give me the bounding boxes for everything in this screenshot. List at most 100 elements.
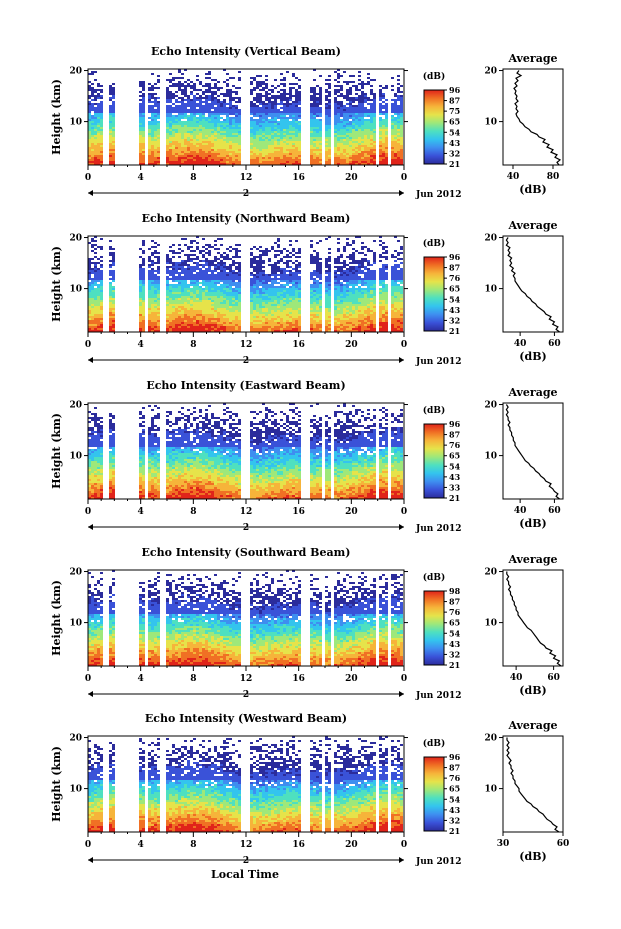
heatmap-cell bbox=[196, 314, 199, 316]
heatmap-cell bbox=[199, 107, 202, 109]
heatmap-cell bbox=[232, 324, 235, 326]
heatmap-cell bbox=[181, 262, 184, 264]
heatmap-cell bbox=[166, 268, 169, 270]
heatmap-cell bbox=[277, 115, 280, 117]
heatmap-cell bbox=[370, 139, 373, 141]
heatmap-cell bbox=[178, 159, 181, 161]
heatmap-cell bbox=[340, 109, 343, 111]
heatmap-cell bbox=[157, 316, 160, 318]
heatmap-cell bbox=[334, 151, 337, 153]
heatmap-cell bbox=[370, 135, 373, 137]
heatmap-cell bbox=[220, 137, 223, 139]
heatmap-cell bbox=[256, 304, 259, 306]
heatmap-cell bbox=[142, 133, 145, 135]
heatmap-cell bbox=[250, 133, 253, 135]
heatmap-cell bbox=[349, 99, 352, 101]
heatmap-cell bbox=[139, 125, 142, 127]
heatmap-cell bbox=[109, 113, 112, 115]
heatmap-cell bbox=[319, 135, 322, 137]
heatmap-cell bbox=[184, 326, 187, 328]
heatmap-cell bbox=[202, 270, 205, 272]
heatmap-cell bbox=[262, 294, 265, 296]
heatmap-cell bbox=[172, 127, 175, 129]
heatmap-cell bbox=[220, 274, 223, 276]
heatmap-cell bbox=[148, 101, 151, 103]
heatmap-cell bbox=[262, 157, 265, 159]
heatmap-cell bbox=[193, 141, 196, 143]
heatmap-cell bbox=[394, 149, 397, 151]
heatmap-cell bbox=[190, 242, 193, 244]
heatmap-cell bbox=[226, 123, 229, 125]
heatmap-cell bbox=[373, 141, 376, 143]
heatmap-cell bbox=[280, 252, 283, 254]
heatmap-cell bbox=[259, 270, 262, 272]
heatmap-cell bbox=[361, 97, 364, 99]
heatmap-cell bbox=[205, 326, 208, 328]
heatmap-cell bbox=[232, 157, 235, 159]
heatmap-cell bbox=[265, 91, 268, 93]
heatmap-cell bbox=[277, 145, 280, 147]
heatmap-cell bbox=[214, 304, 217, 306]
heatmap-cell bbox=[109, 93, 112, 95]
heatmap-cell bbox=[232, 270, 235, 272]
heatmap-cell bbox=[100, 314, 103, 316]
heatmap-cell bbox=[223, 268, 226, 270]
heatmap-cell bbox=[88, 81, 91, 83]
heatmap-cell bbox=[100, 111, 103, 113]
heatmap-cell bbox=[184, 133, 187, 135]
heatmap-cell bbox=[202, 101, 205, 103]
heatmap-cell bbox=[175, 290, 178, 292]
heatmap-cell bbox=[100, 85, 103, 87]
heatmap-cell bbox=[109, 272, 112, 274]
heatmap-cell bbox=[235, 111, 238, 113]
heatmap-cell bbox=[256, 123, 259, 125]
heatmap-cell bbox=[379, 155, 382, 157]
heatmap-cell bbox=[208, 270, 211, 272]
heatmap-cell bbox=[274, 278, 277, 280]
heatmap-cell bbox=[274, 318, 277, 320]
heatmap-cell bbox=[325, 123, 328, 125]
heatmap-cell bbox=[91, 244, 94, 246]
heatmap-cell bbox=[181, 131, 184, 133]
heatmap-cell bbox=[226, 324, 229, 326]
heatmap-cell bbox=[172, 93, 175, 95]
heatmap-cell bbox=[319, 145, 322, 147]
heatmap-cell bbox=[196, 153, 199, 155]
heatmap-cell bbox=[373, 135, 376, 137]
heatmap-cell bbox=[232, 316, 235, 318]
heatmap-cell bbox=[211, 328, 214, 330]
heatmap-cell bbox=[265, 252, 268, 254]
heatmap-cell bbox=[208, 314, 211, 316]
heatmap-cell bbox=[379, 135, 382, 137]
heatmap-cell bbox=[334, 115, 337, 117]
heatmap-cell bbox=[313, 161, 316, 163]
heatmap-cell bbox=[202, 310, 205, 312]
heatmap-cell bbox=[274, 310, 277, 312]
heatmap-cell bbox=[97, 109, 100, 111]
x-tick-label: 4 bbox=[138, 173, 144, 183]
heatmap-cell bbox=[142, 121, 145, 123]
heatmap-cell bbox=[184, 280, 187, 282]
heatmap-cell bbox=[220, 133, 223, 135]
heatmap-cell bbox=[151, 147, 154, 149]
heatmap-cell bbox=[193, 131, 196, 133]
heatmap-cell bbox=[364, 135, 367, 137]
heatmap-cell bbox=[187, 304, 190, 306]
heatmap-cell bbox=[208, 159, 211, 161]
heatmap-cell bbox=[382, 121, 385, 123]
heatmap-cell bbox=[199, 328, 202, 330]
heatmap-cell bbox=[256, 131, 259, 133]
heatmap-cell bbox=[265, 280, 268, 282]
heatmap-cell bbox=[259, 149, 262, 151]
heatmap-cell bbox=[199, 83, 202, 85]
heatmap-cell bbox=[349, 141, 352, 143]
heatmap-cell bbox=[349, 109, 352, 111]
heatmap-cell bbox=[382, 141, 385, 143]
heatmap-cell bbox=[292, 117, 295, 119]
heatmap-cell bbox=[235, 300, 238, 302]
heatmap-cell bbox=[280, 268, 283, 270]
heatmap-cell bbox=[385, 121, 388, 123]
heatmap-cell bbox=[112, 133, 115, 135]
heatmap-cell bbox=[340, 103, 343, 105]
heatmap-cell bbox=[271, 85, 274, 87]
